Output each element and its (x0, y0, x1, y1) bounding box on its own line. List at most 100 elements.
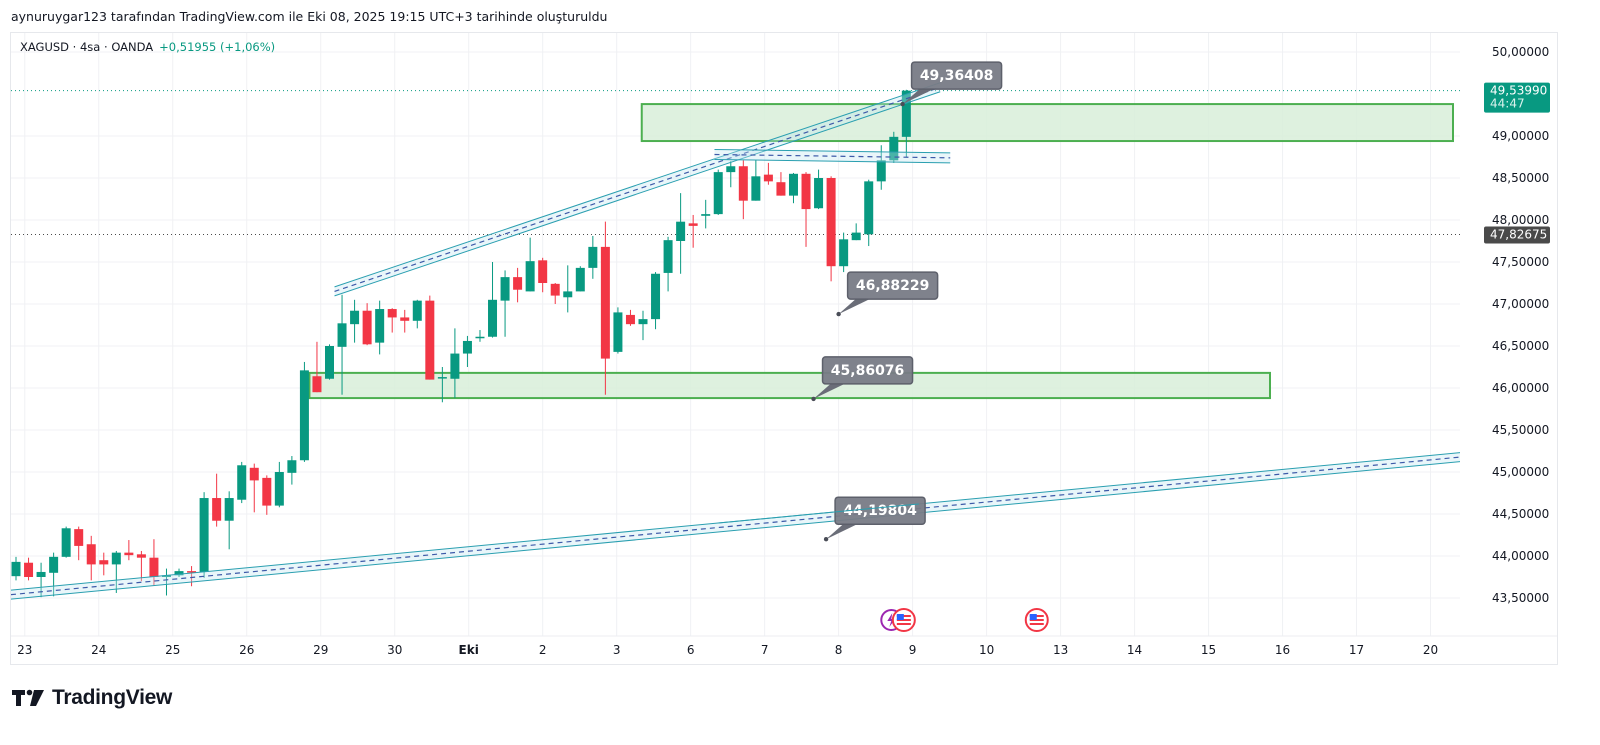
candle[interactable] (889, 131, 899, 163)
candle[interactable] (651, 272, 661, 330)
candle[interactable] (864, 179, 874, 247)
candle[interactable] (575, 266, 585, 292)
candle-body (462, 340, 472, 354)
us-flag-icon[interactable] (1024, 608, 1049, 632)
price-callout[interactable]: 46,88229 (836, 271, 939, 317)
us-flag-icon[interactable] (891, 608, 916, 632)
candle[interactable] (663, 236, 673, 292)
candle[interactable] (676, 193, 686, 274)
rising-channel-upper[interactable] (334, 82, 941, 297)
candle[interactable] (149, 539, 159, 586)
candle[interactable] (274, 461, 284, 508)
candle[interactable] (337, 294, 347, 395)
candle[interactable] (801, 172, 811, 247)
candle[interactable] (11, 556, 21, 581)
callout-text: 46,88229 (856, 278, 930, 294)
candle[interactable] (625, 309, 635, 326)
candle[interactable] (111, 550, 121, 593)
candle[interactable] (450, 328, 460, 399)
flag-canton (1029, 614, 1037, 620)
candle[interactable] (763, 162, 773, 185)
candle-body (24, 562, 34, 577)
price-axis-marker: 47,82675 (1484, 226, 1550, 244)
candle[interactable] (161, 568, 171, 596)
candle[interactable] (287, 456, 297, 485)
candle[interactable] (513, 267, 523, 303)
candle[interactable] (613, 307, 623, 354)
candle[interactable] (563, 265, 573, 313)
candle-body (488, 299, 498, 337)
candle[interactable] (588, 235, 598, 279)
price-callout[interactable]: 49,36408 (900, 61, 1003, 107)
candle[interactable] (638, 310, 648, 341)
candle[interactable] (425, 295, 435, 380)
price-callout[interactable]: 45,86076 (811, 356, 914, 402)
candle[interactable] (851, 223, 861, 241)
candle[interactable] (738, 160, 748, 220)
candle[interactable] (375, 300, 385, 355)
candle-body (325, 346, 334, 379)
candle[interactable] (74, 526, 84, 561)
candle[interactable] (500, 270, 510, 337)
candle[interactable] (400, 309, 410, 333)
candle[interactable] (814, 169, 824, 210)
candle[interactable] (387, 308, 397, 333)
price-axis-label: 46,50000 (1492, 339, 1549, 353)
candle[interactable] (462, 335, 472, 367)
callout-pointer (902, 89, 934, 105)
candle[interactable] (525, 237, 535, 292)
candle-body (412, 300, 422, 321)
candle[interactable] (174, 568, 184, 577)
candle[interactable] (826, 176, 836, 282)
candle[interactable] (776, 172, 786, 196)
candle[interactable] (312, 341, 322, 393)
candle[interactable] (713, 169, 723, 215)
price-axis-label: 44,50000 (1492, 507, 1549, 521)
candle[interactable] (688, 214, 698, 248)
candle[interactable] (488, 262, 498, 338)
candle[interactable] (350, 299, 360, 343)
candle[interactable] (187, 566, 197, 587)
candle[interactable] (550, 283, 560, 304)
candle-body (362, 310, 372, 345)
price-callout[interactable]: 44,19804 (823, 496, 926, 542)
candle[interactable] (325, 344, 334, 380)
candle[interactable] (788, 172, 798, 204)
candle[interactable] (262, 475, 272, 515)
candle[interactable] (86, 535, 96, 581)
candle[interactable] (24, 557, 34, 581)
candle[interactable] (49, 552, 59, 597)
candle[interactable] (412, 299, 422, 329)
candle[interactable] (362, 303, 372, 346)
candle[interactable] (99, 552, 109, 576)
candle[interactable] (538, 257, 548, 293)
candle[interactable] (437, 367, 447, 403)
candle-body (61, 528, 71, 557)
candle[interactable] (751, 160, 761, 201)
candle[interactable] (299, 361, 309, 462)
price-axis-label: 50,00000 (1492, 45, 1549, 59)
horizontal-channel[interactable] (714, 148, 951, 164)
candle[interactable] (136, 550, 146, 582)
candle[interactable] (876, 145, 886, 190)
symbol-info[interactable]: XAGUSD · 4sa · OANDA (20, 40, 154, 54)
candle[interactable] (475, 330, 485, 342)
candle[interactable] (237, 461, 247, 504)
lower-support-zone[interactable] (308, 371, 1272, 400)
candle[interactable] (199, 492, 209, 578)
candle[interactable] (839, 232, 849, 273)
candle[interactable] (61, 526, 71, 558)
candle[interactable] (726, 161, 736, 188)
candle-body (776, 182, 786, 196)
flag-stripe (1029, 623, 1044, 625)
upper-resistance-zone[interactable] (640, 103, 1454, 143)
tradingview-logo[interactable]: TradingView (12, 686, 172, 710)
candle[interactable] (124, 540, 134, 561)
candle[interactable] (701, 199, 711, 229)
candle-body (676, 221, 686, 241)
candle[interactable] (249, 463, 259, 513)
candle[interactable] (600, 221, 610, 395)
candle[interactable] (212, 473, 222, 527)
candle[interactable] (224, 491, 234, 550)
